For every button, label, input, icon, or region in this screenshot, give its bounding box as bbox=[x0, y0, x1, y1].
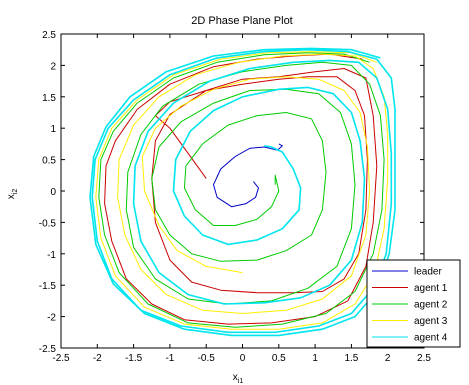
series-layer bbox=[89, 47, 396, 337]
y-tick-label: 1 bbox=[50, 124, 56, 135]
series-line-leader bbox=[213, 143, 283, 208]
y-tick-label: -2 bbox=[47, 313, 56, 324]
legend-label-agent-3: agent 3 bbox=[414, 316, 448, 327]
y-tick-label: -2.5 bbox=[39, 344, 57, 355]
x-tick-label: -0.5 bbox=[198, 353, 216, 364]
legend-label-agent-1: agent 1 bbox=[414, 283, 448, 294]
y-tick-label: 1.5 bbox=[42, 93, 56, 104]
legend-label-agent-4: agent 4 bbox=[414, 333, 448, 344]
chart-title: 2D Phase Plane Plot bbox=[191, 15, 293, 27]
x-tick-label: 2.5 bbox=[417, 353, 431, 364]
y-tick-label: 2 bbox=[50, 61, 56, 72]
ticks-layer: -2.5 -2 -1.5 -1 -0.5 0 0.5 1 1.5 2 2.5 -2.5 -2 -1.5 -1… bbox=[39, 30, 432, 364]
y-axis-label: xi2 bbox=[6, 189, 19, 200]
x-tick-label: -2.5 bbox=[52, 353, 70, 364]
series-line-agent-4 bbox=[89, 47, 396, 337]
y-tick-label: -0.5 bbox=[39, 218, 57, 229]
legend-label-leader: leader bbox=[414, 267, 442, 278]
x-tick-label: -2 bbox=[93, 353, 102, 364]
x-tick-label: 1 bbox=[312, 353, 318, 364]
x-tick-label: 1.5 bbox=[344, 353, 358, 364]
x-axis-label: xi1 bbox=[233, 372, 244, 385]
legend-label-agent-2: agent 2 bbox=[414, 300, 448, 311]
series-line-agent-1 bbox=[104, 53, 378, 325]
y-tick-label: -1.5 bbox=[39, 281, 57, 292]
y-tick-label: 0 bbox=[50, 187, 56, 198]
x-tick-label: -1.5 bbox=[125, 353, 143, 364]
legend: leader agent 1 agent 2 agent 3 agent 4 bbox=[366, 259, 461, 348]
y-tick-label: -1 bbox=[47, 250, 56, 261]
y-tick-label: 2.5 bbox=[42, 30, 56, 41]
series-line-agent-3 bbox=[95, 51, 389, 330]
x-tick-label: 0 bbox=[240, 353, 246, 364]
series-line-agent-2 bbox=[98, 52, 385, 328]
x-tick-label: 0.5 bbox=[272, 353, 286, 364]
y-tick-label: 0.5 bbox=[42, 156, 56, 167]
x-tick-label: -1 bbox=[165, 353, 174, 364]
x-tick-label: 2 bbox=[385, 353, 391, 364]
